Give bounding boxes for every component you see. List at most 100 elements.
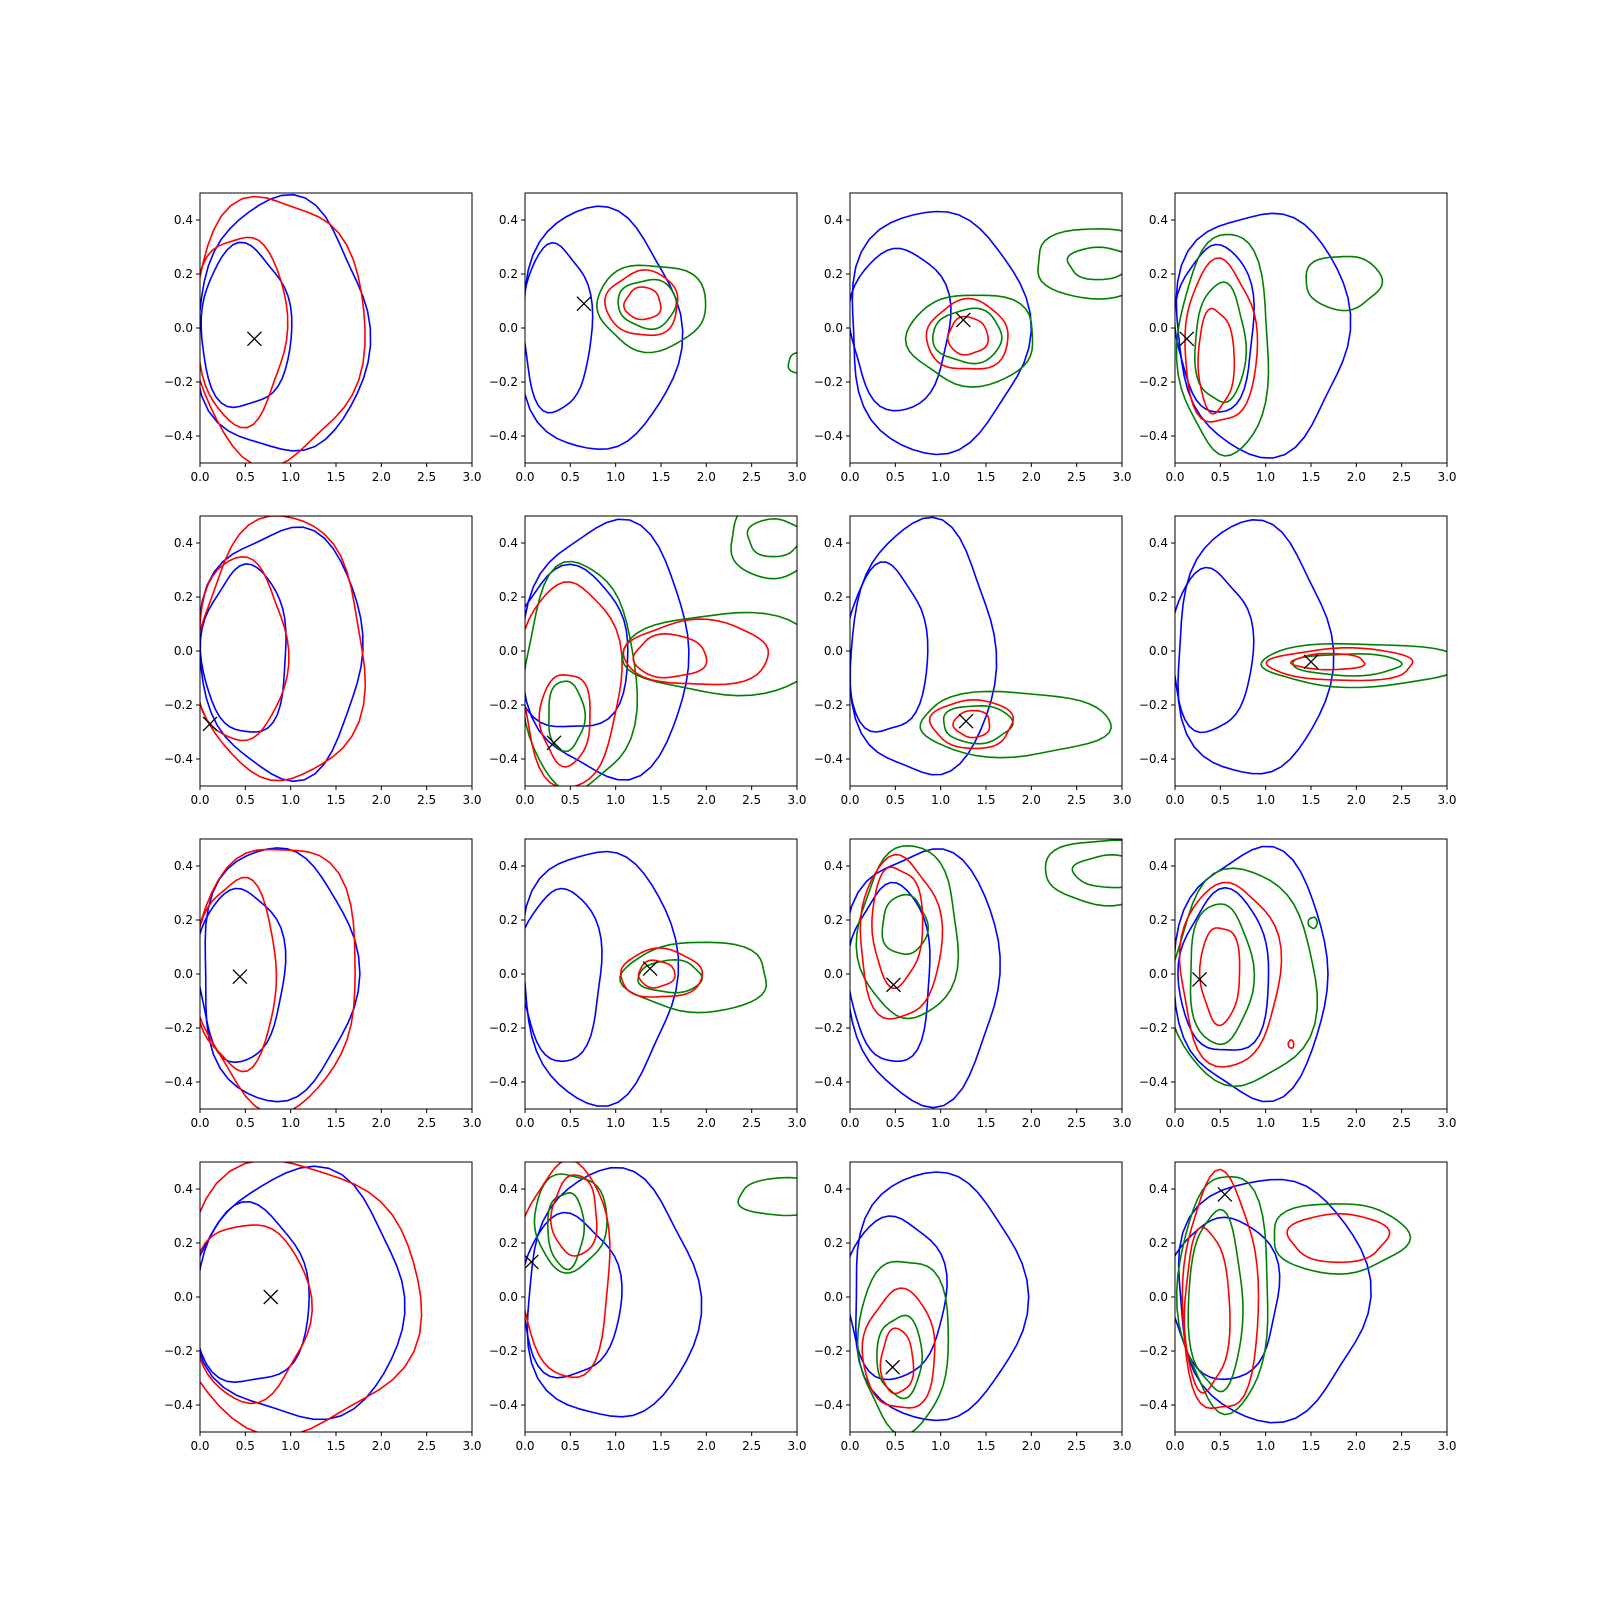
- green-contour-line: [919, 690, 1112, 759]
- red-contour-line: [1290, 652, 1366, 671]
- y-tick-label: −0.4: [164, 429, 193, 443]
- x-tick-label: 2.0: [1022, 1116, 1041, 1130]
- y-tick-label: −0.4: [489, 1075, 518, 1089]
- x-tick-label: 3.0: [1437, 1439, 1456, 1453]
- x-tick-label: 1.5: [1301, 470, 1320, 484]
- y-tick-label: −0.2: [814, 698, 843, 712]
- x-marker: [886, 977, 901, 993]
- x-tick-label: 2.5: [417, 1439, 436, 1453]
- y-tick-label: 0.4: [174, 213, 193, 227]
- x-tick-label: 1.5: [326, 1116, 345, 1130]
- x-tick-label: 1.0: [606, 470, 625, 484]
- blue-contour-line: [200, 193, 372, 452]
- x-tick-label: 2.5: [1067, 1116, 1086, 1130]
- x-tick-label: 2.5: [742, 793, 761, 807]
- red-contour-line: [1184, 257, 1259, 423]
- green-contour-line: [730, 516, 797, 580]
- y-tick-label: −0.4: [1139, 1075, 1168, 1089]
- y-tick-label: 0.2: [174, 1236, 193, 1250]
- subplot-3-4: 0.0 0.5 1.0 1.5 2.0 2.5 3.0 −0.4 −0.2 0.0 0.2 0.4: [1139, 838, 1457, 1130]
- plot-area: [1175, 845, 1329, 1103]
- green-contour-line: [787, 351, 797, 374]
- y-tick-label: −0.4: [814, 752, 843, 766]
- red-contour-line: [952, 709, 991, 739]
- red-contour-line: [1181, 1168, 1260, 1410]
- blue-contour-line: [200, 241, 293, 409]
- x-tick-label: 0.0: [1165, 1116, 1184, 1130]
- y-tick-label: −0.2: [1139, 375, 1168, 389]
- green-contour-line: [904, 294, 1034, 388]
- x-tick-label: 0.0: [840, 470, 859, 484]
- red-contour-line: [632, 632, 708, 679]
- subplot-3-1: 0.0 0.5 1.0 1.5 2.0 2.5 3.0 −0.4 −0.2 0.0 0.2 0.4: [164, 838, 482, 1130]
- green-contour-line: [942, 704, 1014, 745]
- x-tick-label: 1.5: [326, 1439, 345, 1453]
- y-tick-label: −0.4: [489, 1398, 518, 1412]
- subplot-2-4: 0.0 0.5 1.0 1.5 2.0 2.5 3.0 −0.4 −0.2 0.0 0.2 0.4: [1139, 515, 1457, 807]
- plot-area: [850, 839, 1122, 1109]
- x-marker: [1179, 331, 1195, 347]
- blue-contour-line: [525, 518, 690, 781]
- red-contour-line: [622, 618, 770, 686]
- y-tick-label: −0.2: [164, 375, 193, 389]
- x-tick-label: 3.0: [787, 1439, 806, 1453]
- red-contour-line: [1265, 646, 1414, 682]
- x-tick-label: 2.0: [372, 793, 391, 807]
- red-contour-line: [1287, 1039, 1295, 1049]
- x-marker: [1192, 971, 1207, 987]
- x-tick-label: 2.5: [1067, 470, 1086, 484]
- x-tick-label: 0.5: [236, 470, 255, 484]
- subplot-4-1: 0.0 0.5 1.0 1.5 2.0 2.5 3.0 −0.4 −0.2 0.0 0.2 0.4: [164, 1161, 482, 1453]
- green-contour-line: [533, 1173, 608, 1274]
- y-tick-label: 0.2: [824, 1236, 843, 1250]
- red-contour-line: [619, 947, 704, 998]
- y-tick-label: 0.4: [824, 213, 843, 227]
- x-tick-label: 1.0: [1256, 1116, 1275, 1130]
- x-tick-label: 1.5: [651, 1116, 670, 1130]
- x-tick-label: 2.0: [1022, 793, 1041, 807]
- x-tick-label: 0.0: [840, 793, 859, 807]
- y-tick-label: 0.4: [1149, 213, 1168, 227]
- blue-contour-line: [854, 1171, 1030, 1422]
- blue-contour-line: [850, 848, 1001, 1109]
- red-contour-line: [637, 959, 676, 989]
- x-tick-label: 1.0: [931, 470, 950, 484]
- subplot-4-2: 0.0 0.5 1.0 1.5 2.0 2.5 3.0 −0.4 −0.2 0.0 0.2 0.4: [489, 1161, 807, 1453]
- red-contour-line: [525, 1162, 611, 1379]
- plot-area: [525, 850, 768, 1107]
- x-tick-label: 1.0: [281, 1116, 300, 1130]
- x-tick-label: 2.5: [417, 793, 436, 807]
- plot-area: [1175, 518, 1447, 775]
- x-tick-label: 0.5: [561, 793, 580, 807]
- plot-area: [1175, 212, 1384, 459]
- y-tick-label: −0.2: [814, 375, 843, 389]
- y-tick-label: −0.2: [814, 1021, 843, 1035]
- x-tick-label: 1.0: [606, 1439, 625, 1453]
- x-tick-label: 2.5: [742, 470, 761, 484]
- x-tick-label: 0.5: [236, 1116, 255, 1130]
- x-tick-label: 3.0: [1437, 793, 1456, 807]
- y-tick-label: −0.4: [1139, 429, 1168, 443]
- green-contour-line: [595, 264, 707, 354]
- x-tick-label: 0.5: [1211, 470, 1230, 484]
- blue-contour-line: [1175, 566, 1255, 734]
- y-tick-label: −0.4: [164, 1398, 193, 1412]
- x-marker: [263, 1289, 279, 1305]
- red-contour-line: [1178, 881, 1283, 1068]
- x-tick-label: 0.5: [1211, 1439, 1230, 1453]
- x-tick-label: 3.0: [787, 1116, 806, 1130]
- y-tick-label: 0.0: [499, 967, 518, 981]
- red-contour-line: [925, 297, 1009, 370]
- y-tick-label: 0.2: [824, 913, 843, 927]
- x-tick-label: 0.0: [1165, 1439, 1184, 1453]
- subplot-1-2: 0.0 0.5 1.0 1.5 2.0 2.5 3.0 −0.4 −0.2 0.0 0.2 0.4: [489, 192, 807, 484]
- y-tick-label: −0.2: [1139, 1021, 1168, 1035]
- subplot-1-4: 0.0 0.5 1.0 1.5 2.0 2.5 3.0 −0.4 −0.2 0.0 0.2 0.4: [1139, 192, 1457, 484]
- x-tick-label: 2.5: [1392, 1116, 1411, 1130]
- x-tick-label: 0.5: [236, 793, 255, 807]
- x-tick-label: 0.5: [561, 1116, 580, 1130]
- subplot-2-2: 0.0 0.5 1.0 1.5 2.0 2.5 3.0 −0.4 −0.2 0.0 0.2 0.4: [489, 515, 807, 807]
- x-tick-label: 0.5: [886, 793, 905, 807]
- blue-contour-line: [850, 247, 952, 412]
- red-contour-line: [200, 1162, 423, 1432]
